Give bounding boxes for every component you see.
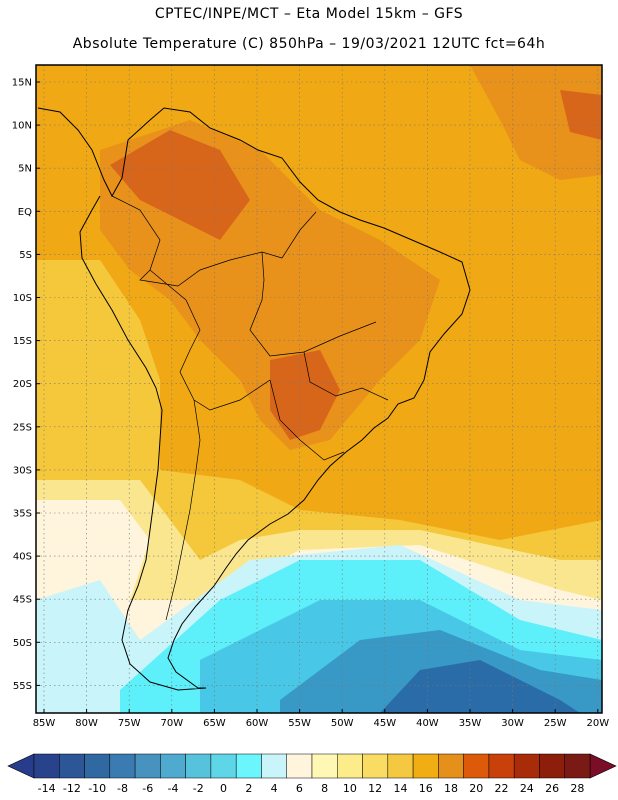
colorbar-tick-label: -4 [168,782,179,795]
lon-tick-label: 20W [586,718,609,729]
colorbar-tick-label: 16 [419,782,433,795]
colorbar-tick-label: -2 [193,782,204,795]
lon-tick-label: 50W [331,718,354,729]
colorbar-swatch [412,753,439,779]
lon-tick-label: 40W [416,718,439,729]
field-amazon-hot [110,130,250,240]
colorbar-swatch [33,753,60,779]
temperature-field [36,65,602,713]
colorbar-tick-label: 20 [469,782,483,795]
colorbar-swatch [210,753,237,779]
map-coastlines [37,107,471,691]
colorbar-tick-label: 18 [444,782,458,795]
lon-tick-label: 35W [459,718,482,729]
lon-tick-label: 85W [33,718,56,729]
lat-tick-label: 30S [13,465,32,476]
lat-tick-label: 5S [19,250,32,261]
colorbar-swatch [134,753,161,779]
colorbar-tick-label: 8 [321,782,328,795]
longitude-labels: 85W 80W 75W 70W 65W 60W 55W 50W 45W 40W 35W 30W 25W 2… [33,709,609,729]
lon-tick-label: 55W [288,718,311,729]
lon-tick-label: 30W [501,718,524,729]
lon-tick-label: 70W [160,718,183,729]
colorbar-high-arrow [589,753,617,779]
colorbar-swatch [362,753,389,779]
colorbar-swatch [337,753,363,779]
colorbar-tick-label: 24 [520,782,534,795]
colorbar-tick-label: -8 [117,782,128,795]
colorbar-swatch [463,753,490,779]
lat-tick-label: EQ [18,207,32,218]
colorbar-swatch [109,753,136,779]
latitude-labels: 15N 10N 5N EQ 5S 10S 15S 20S 25S 30S 35S 40S 45S 50S 5… [12,78,40,692]
colorbar-tick-label: 10 [343,782,357,795]
lon-tick-label: 45W [373,718,396,729]
field-sw-pale-patch [40,590,100,690]
lat-tick-label: 5N [18,164,32,175]
lon-tick-label: 75W [118,718,141,729]
lat-tick-label: 10N [12,121,32,132]
colorbar-swatch [185,753,212,779]
lat-tick-label: 15S [13,336,32,347]
colorbar-swatch [286,753,313,779]
lat-tick-label: 55S [13,681,32,692]
chart-title-line1: CPTEC/INPE/MCT – Eta Model 15km – GFS [154,6,464,22]
lat-tick-label: 40S [13,552,32,563]
colorbar-tick-label: 6 [296,782,303,795]
lat-tick-label: 45S [13,595,32,606]
lon-tick-label: 60W [246,718,269,729]
lat-tick-label: 25S [13,422,32,433]
colorbar-tick-label: 2 [245,782,252,795]
south-america-coastline [37,107,471,691]
colorbar-swatch [160,753,186,779]
lat-tick-label: 10S [13,293,32,304]
colorbar-tick-label: -14 [38,782,56,795]
map-graticule [36,65,602,713]
field-south-deep-blue [380,660,580,713]
lon-tick-label: 80W [75,718,98,729]
colorbar-tick-label: -12 [63,782,81,795]
colorbar-tick-label: 14 [393,782,407,795]
lat-tick-label: 50S [13,638,32,649]
colorbar-swatch [59,753,85,779]
country-borders [111,195,389,621]
lon-tick-label: 25W [544,718,567,729]
colorbar-swatch [513,753,540,779]
colorbar-tick-label: -10 [88,782,106,795]
colorbar-swatch [311,753,338,779]
colorbar-swatch [235,753,262,779]
colorbar-tick-label: -6 [142,782,153,795]
chart-title-line2: Absolute Temperature (C) 850hPa – 19/03/… [72,36,546,52]
colorbar-tick-label: 26 [545,782,559,795]
colorbar-swatch [564,753,591,779]
colorbar-low-arrow [7,753,35,779]
field-central-hot [270,350,340,440]
colorbar-tick-label: 22 [495,782,509,795]
field-ne-hot-core [560,90,602,140]
colorbar-tick-label: 28 [570,782,584,795]
lat-tick-label: 35S [13,509,32,520]
lat-tick-label: 20S [13,379,32,390]
colorbar-swatch [261,753,287,779]
colorbar-tick-label: 12 [368,782,382,795]
colorbar-swatch [438,753,464,779]
colorbar-swatch [539,753,565,779]
lon-tick-label: 65W [203,718,226,729]
colorbar-swatch [84,753,111,779]
map-frame [35,64,603,714]
lat-tick-label: 15N [12,78,32,89]
colorbar-swatch [488,753,515,779]
colorbar-tick-label: 0 [220,782,227,795]
colorbar: -14 -12 -10 -8 -6 -4 -2 0 2 4 6 8 10 12 14 16 18 20 22 24 26… [7,753,617,795]
colorbar-tick-label: 4 [271,782,278,795]
colorbar-swatch [387,753,414,779]
